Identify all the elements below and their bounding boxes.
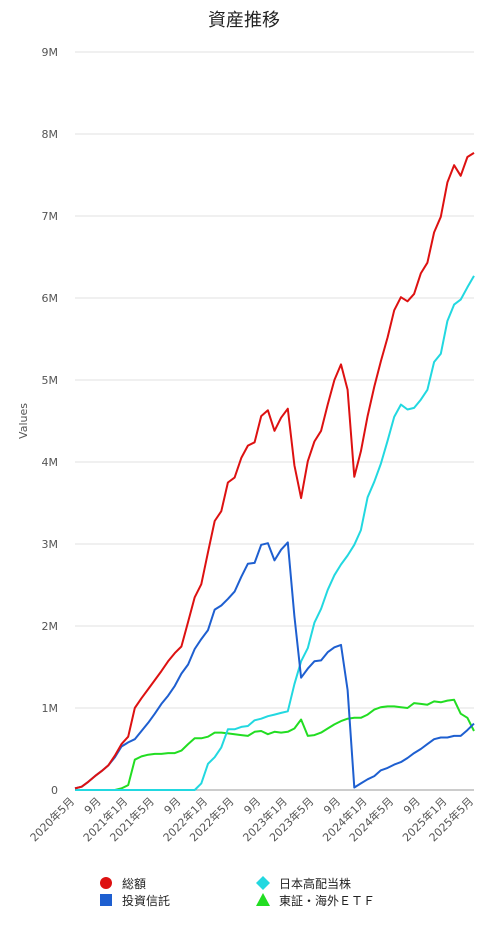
series-line-0	[74, 152, 475, 790]
legend-label: 投資信託	[122, 893, 170, 908]
x-tick-label: 9月	[241, 795, 263, 817]
x-tick-label: 9月	[82, 795, 104, 817]
y-tick-label: 9M	[42, 46, 59, 59]
y-tick-label: 8M	[42, 128, 59, 141]
x-tick-label: 9月	[162, 795, 184, 817]
series-line-1	[74, 541, 475, 790]
legend-marker-diamond	[256, 876, 270, 890]
y-tick-label: 7M	[42, 210, 59, 223]
y-tick-label: 2M	[42, 620, 59, 633]
y-tick-label: 0	[51, 784, 58, 797]
chart-title: 資産推移	[208, 10, 280, 31]
y-axis-label: Values	[17, 403, 30, 439]
series-lines	[74, 152, 475, 791]
y-axis-ticks: 0 1M 2M 3M 4M 5M 6M 7M 8M 9M	[42, 46, 59, 797]
legend-label: 東証・海外ＥＴＦ	[279, 893, 375, 908]
y-tick-label: 5M	[42, 374, 59, 387]
legend-marker-square	[100, 894, 112, 906]
y-tick-label: 3M	[42, 538, 59, 551]
legend-marker-triangle	[256, 893, 270, 906]
series-line-3	[75, 698, 475, 791]
x-tick-label: 2020年5月	[27, 794, 77, 844]
grid-lines	[75, 51, 474, 791]
legend-label: 総額	[122, 877, 146, 891]
y-tick-label: 4M	[42, 456, 59, 469]
y-tick-label: 6M	[42, 292, 59, 305]
legend-marker-circle	[100, 877, 112, 889]
x-tick-label: 9月	[401, 795, 423, 817]
legend-label: 日本高配当株	[279, 876, 351, 891]
y-tick-label: 1M	[42, 702, 59, 715]
series-line-2	[75, 275, 475, 791]
x-tick-label: 9月	[321, 795, 343, 817]
